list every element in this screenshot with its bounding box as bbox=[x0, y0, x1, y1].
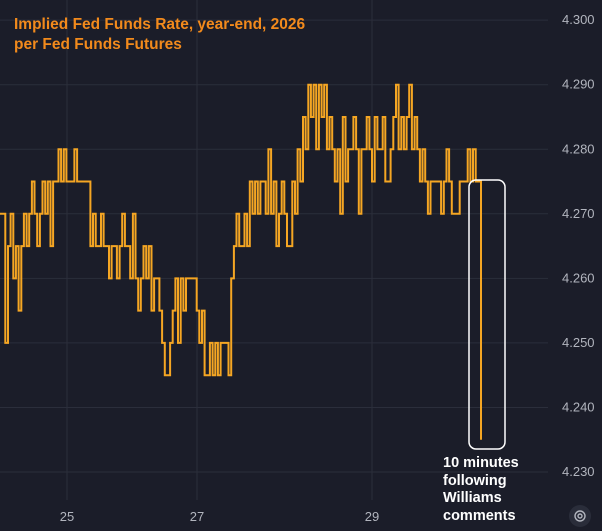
x-tick-label: 25 bbox=[60, 509, 74, 524]
y-axis-ticks: 4.230 4.240 4.250 4.260 4.270 4.280 4.290 4.300 bbox=[562, 12, 595, 479]
chart-title: Implied Fed Funds Rate, year-end, 2026 bbox=[14, 16, 306, 33]
y-tick-label: 4.290 bbox=[562, 77, 595, 92]
annotation-line-2: following bbox=[443, 472, 507, 489]
annotation-line-3: Williams bbox=[443, 490, 502, 506]
grid-lines bbox=[0, 0, 548, 500]
series-line bbox=[0, 83, 482, 440]
y-tick-label: 4.230 bbox=[562, 464, 595, 479]
chart-subtitle: per Fed Funds Futures bbox=[14, 36, 182, 53]
y-tick-label: 4.260 bbox=[562, 270, 595, 285]
highlight-box bbox=[468, 179, 506, 450]
annotation-line-4: comments bbox=[443, 507, 516, 524]
y-tick-label: 4.240 bbox=[562, 399, 595, 414]
annotation: 10 minutes following Williams comments bbox=[443, 455, 519, 525]
y-tick-label: 4.270 bbox=[562, 206, 595, 221]
x-tick-label: 29 bbox=[365, 509, 379, 524]
x-tick-label: 27 bbox=[190, 509, 204, 524]
y-tick-label: 4.280 bbox=[562, 141, 595, 156]
x-axis-ticks: 25 27 29 bbox=[60, 509, 379, 524]
chart-title-block: Implied Fed Funds Rate, year-end, 2026 p… bbox=[14, 15, 305, 55]
gear-icon bbox=[574, 510, 586, 522]
settings-button[interactable] bbox=[569, 505, 591, 527]
y-tick-label: 4.300 bbox=[562, 12, 595, 27]
y-tick-label: 4.250 bbox=[562, 335, 595, 350]
annotation-line-1: 10 minutes bbox=[443, 455, 519, 471]
